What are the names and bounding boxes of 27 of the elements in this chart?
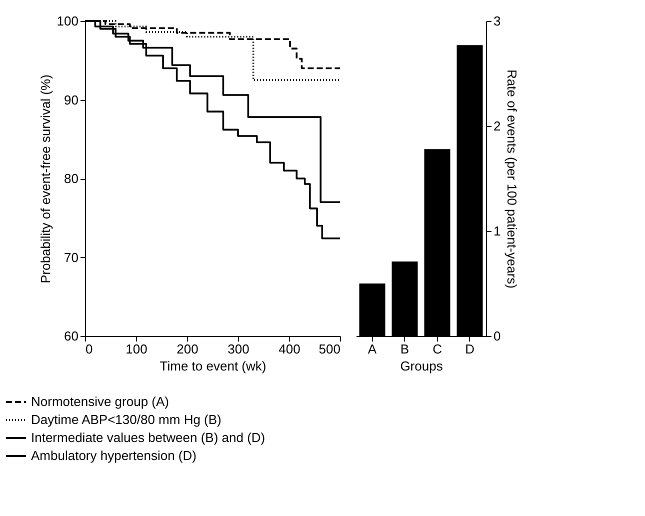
x-tick-label: 200 — [176, 342, 198, 356]
y-tick-label: 70 — [64, 250, 78, 265]
x-tick-label: 500 — [318, 342, 340, 356]
x-tick-label: 100 — [126, 342, 148, 356]
y-axis-title: Rate of events (per 100 patient-years) — [504, 70, 520, 288]
x-tick-label: D — [465, 342, 474, 356]
x-tick-label: 0 — [86, 342, 93, 356]
x-tick-label: A — [368, 342, 377, 356]
x-tick-label: B — [400, 342, 410, 356]
y-tick-label: 3 — [494, 14, 501, 28]
y-tick-label: 100 — [56, 14, 78, 28]
x-axis-title: Groups — [400, 358, 444, 374]
y-tick-label: 1 — [494, 224, 501, 238]
x-tick-label: C — [432, 342, 442, 356]
legend-label: Ambulatory hypertension (D) — [31, 448, 196, 463]
x-axis-title: Time to event (wk) — [160, 358, 266, 374]
y-tick-label: 60 — [64, 328, 78, 344]
x-tick-label: 300 — [228, 342, 250, 356]
y-axis-title: Probability of event-free survival (%) — [38, 74, 53, 284]
y-tick-label: 80 — [64, 171, 78, 186]
legend-label: Intermediate values between (B) and (D) — [31, 430, 266, 445]
y-tick-label: 90 — [64, 92, 78, 108]
legend-label: Normotensive group (A) — [31, 394, 169, 409]
y-tick-label: 2 — [494, 118, 501, 134]
legend-label: Daytime ABP<130/80 mm Hg (B) — [31, 412, 222, 427]
x-tick-label: 400 — [278, 342, 300, 356]
y-tick-label: 0 — [494, 328, 501, 344]
